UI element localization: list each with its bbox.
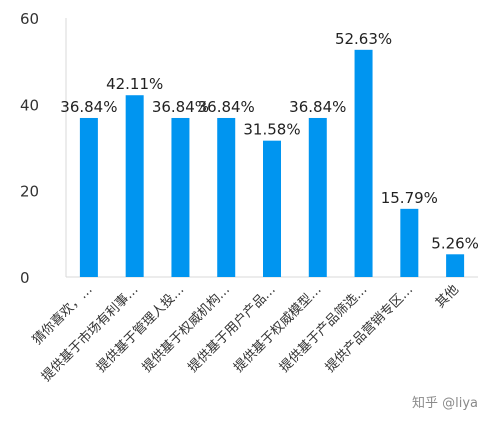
value-label: 15.79% <box>381 189 438 207</box>
value-label: 36.84% <box>289 98 346 116</box>
bar <box>446 254 465 277</box>
bars <box>79 49 465 278</box>
y-tick-label: 20 <box>20 183 39 201</box>
bar <box>308 117 327 277</box>
bar <box>79 117 98 277</box>
y-tick-label: 60 <box>20 10 39 28</box>
bar <box>400 208 419 277</box>
y-tick-label: 40 <box>20 96 39 114</box>
bar <box>171 117 190 277</box>
bar <box>217 117 236 277</box>
category-label: 提供基于用户产品… <box>185 282 279 376</box>
value-label: 31.58% <box>243 121 300 139</box>
category-label: 提供基于权威模型… <box>231 282 325 376</box>
value-label: 5.26% <box>431 234 479 252</box>
value-label: 36.84% <box>198 98 255 116</box>
y-tick-label: 0 <box>20 269 30 287</box>
category-label: 提供基于产品筛选… <box>276 282 370 376</box>
category-label: 提供产品营销专区… <box>322 282 416 376</box>
value-label: 52.63% <box>335 30 392 48</box>
category-label: 提供基于权威机构… <box>139 282 233 376</box>
y-tick-labels: 0 20 40 60 <box>20 10 39 287</box>
watermark-text: 知乎 @liya <box>412 396 479 411</box>
value-label: 36.84% <box>152 98 209 116</box>
bar <box>263 140 281 277</box>
bar <box>125 95 144 278</box>
category-label: 其他 <box>433 282 462 311</box>
bar <box>354 49 373 277</box>
category-labels: 猜你喜欢，…提供基于市场有利事…提供基于管理人投…提供基于权威机构…提供基于用户… <box>30 282 462 385</box>
value-labels: 36.84%42.11%36.84%36.84%31.58%36.84%52.6… <box>60 30 479 252</box>
value-label: 36.84% <box>60 98 117 116</box>
value-label: 42.11% <box>106 75 163 93</box>
category-label: 提供基于管理人投… <box>93 282 187 376</box>
